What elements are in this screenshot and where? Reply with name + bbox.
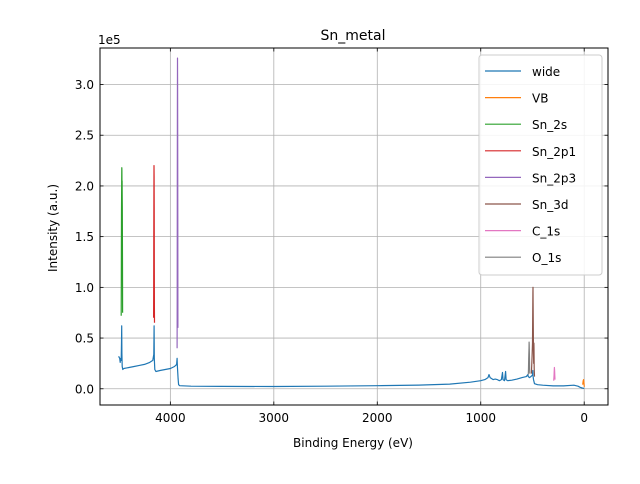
legend-label: Sn_2p3 xyxy=(532,171,576,185)
legend-label: O_1s xyxy=(532,251,561,265)
x-tick-label: 2000 xyxy=(362,411,393,425)
legend-box xyxy=(478,54,603,276)
series-layer xyxy=(118,57,585,390)
x-axis-label: Binding Energy (eV) xyxy=(293,436,413,450)
plot-frame xyxy=(99,47,609,406)
y-tick-label: 0.0 xyxy=(75,382,94,396)
series-line-wide xyxy=(118,325,585,390)
series-line-sn-3d xyxy=(530,286,536,377)
x-tick-label: 4000 xyxy=(155,411,186,425)
y-axis-label: Intensity (a.u.) xyxy=(46,184,60,272)
chart-title: Sn_metal xyxy=(321,28,386,44)
y-tick-label: 2.0 xyxy=(75,179,94,193)
y-tick-label: 3.0 xyxy=(75,78,94,92)
y-tick-label: 0.5 xyxy=(75,332,94,346)
x-tick-label: 1000 xyxy=(465,411,496,425)
x-tick-label: 0 xyxy=(580,411,588,425)
y-tick-label: 1.5 xyxy=(75,230,94,244)
y-tick-label: 1.0 xyxy=(75,281,94,295)
series-line-vb xyxy=(582,379,585,387)
x-tick-label: 3000 xyxy=(259,411,290,425)
series-line-sn-2p3 xyxy=(176,57,179,349)
y-tick-label: 2.5 xyxy=(75,129,94,143)
legend-label: wide xyxy=(532,65,560,79)
legend-label: Sn_3d xyxy=(532,198,568,212)
legend-label: C_1s xyxy=(532,225,560,239)
series-line-o-1s xyxy=(527,341,531,375)
series-line-sn-2p1 xyxy=(153,165,156,323)
series-line-c-1s xyxy=(553,366,556,381)
tick-layer: 4000 3000 2000 1000 0 0.0 0.5 1.0 1.5 2.0 2.5 3.0 xyxy=(75,48,608,425)
legend-label: VB xyxy=(532,92,548,106)
legend-label: Sn_2p1 xyxy=(532,145,576,159)
legend-label: Sn_2s xyxy=(532,118,567,132)
y-scale-offset-label: 1e5 xyxy=(98,33,121,47)
series-line-sn-2s xyxy=(120,167,124,316)
legend: wide VB Sn_2s Sn_2p1 Sn_2p3 Sn_3d C_1s O_1s xyxy=(478,54,603,276)
